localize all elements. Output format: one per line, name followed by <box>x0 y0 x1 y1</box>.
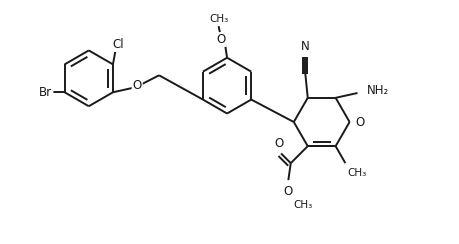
Text: NH₂: NH₂ <box>367 84 389 97</box>
Text: CH₃: CH₃ <box>209 14 228 24</box>
Text: O: O <box>356 115 365 129</box>
Text: CH₃: CH₃ <box>293 200 313 210</box>
Text: Cl: Cl <box>112 38 123 51</box>
Text: O: O <box>274 137 283 150</box>
Text: O: O <box>284 185 293 198</box>
Text: Br: Br <box>39 86 52 99</box>
Text: N: N <box>301 40 310 53</box>
Text: O: O <box>133 79 142 92</box>
Text: CH₃: CH₃ <box>348 168 367 178</box>
Text: O: O <box>216 33 226 46</box>
